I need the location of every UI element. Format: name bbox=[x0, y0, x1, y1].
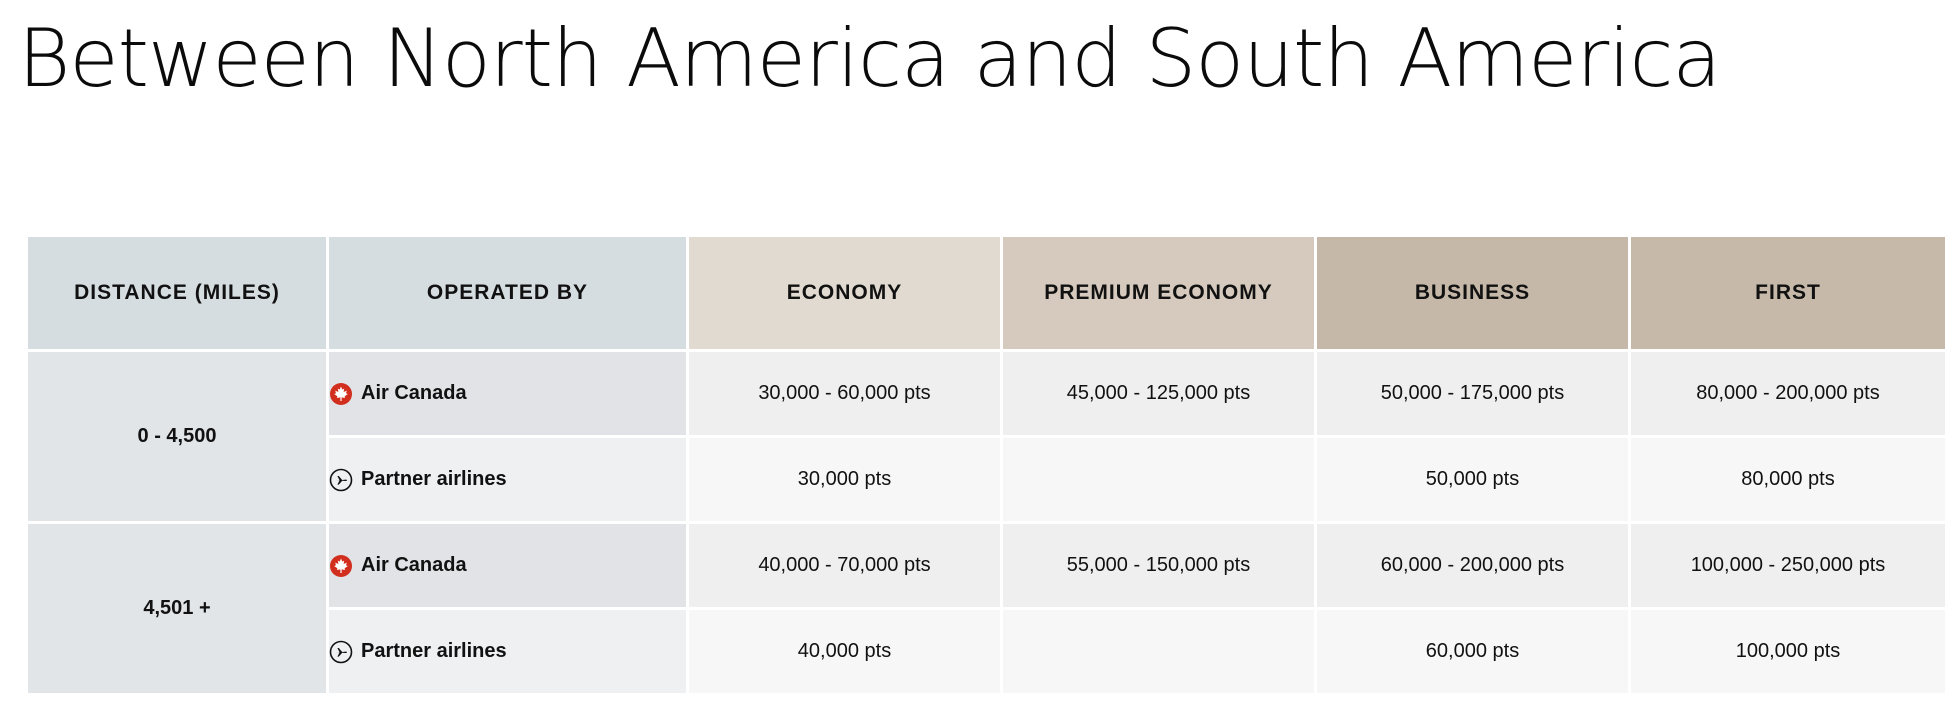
distance-cell: 4,501 + bbox=[28, 524, 326, 693]
first-cell: 100,000 - 250,000 pts bbox=[1631, 524, 1945, 607]
table-row: Partner airlines 40,000 pts 60,000 pts 1… bbox=[28, 610, 1945, 693]
airplane-icon bbox=[329, 640, 353, 664]
page-title: Between North America and South America bbox=[18, 12, 1721, 105]
operator-cell: Air Canada bbox=[329, 524, 686, 607]
table-row: Partner airlines 30,000 pts 50,000 pts 8… bbox=[28, 438, 1945, 521]
operator-cell: Air Canada bbox=[329, 352, 686, 435]
economy-cell: 30,000 - 60,000 pts bbox=[689, 352, 1000, 435]
economy-cell: 40,000 pts bbox=[689, 610, 1000, 693]
first-cell: 100,000 pts bbox=[1631, 610, 1945, 693]
economy-cell: 30,000 pts bbox=[689, 438, 1000, 521]
business-cell: 50,000 - 175,000 pts bbox=[1317, 352, 1628, 435]
operator-cell: Partner airlines bbox=[329, 610, 686, 693]
economy-cell: 40,000 - 70,000 pts bbox=[689, 524, 1000, 607]
first-cell: 80,000 pts bbox=[1631, 438, 1945, 521]
header-operated-by: OPERATED BY bbox=[329, 237, 686, 349]
header-business: BUSINESS bbox=[1317, 237, 1628, 349]
premium-economy-cell: 55,000 - 150,000 pts bbox=[1003, 524, 1314, 607]
operator-cell: Partner airlines bbox=[329, 438, 686, 521]
airplane-icon bbox=[329, 468, 353, 492]
award-chart-table: DISTANCE (MILES) OPERATED BY ECONOMY PRE… bbox=[25, 234, 1948, 696]
distance-cell: 0 - 4,500 bbox=[28, 352, 326, 521]
operator-label: Partner airlines bbox=[361, 640, 507, 662]
premium-economy-cell bbox=[1003, 610, 1314, 693]
premium-economy-cell: 45,000 - 125,000 pts bbox=[1003, 352, 1314, 435]
business-cell: 60,000 - 200,000 pts bbox=[1317, 524, 1628, 607]
business-cell: 60,000 pts bbox=[1317, 610, 1628, 693]
table-row: 4,501 + Air Canada 40,000 - 70,000 pts 5… bbox=[28, 524, 1945, 693]
maple-leaf-icon bbox=[329, 554, 353, 578]
first-cell: 80,000 - 200,000 pts bbox=[1631, 352, 1945, 435]
header-distance: DISTANCE (MILES) bbox=[28, 237, 326, 349]
operator-label: Partner airlines bbox=[361, 468, 507, 490]
table-row: 0 - 4,500 Air Canada 30,000 - 60,000 pts… bbox=[28, 352, 1945, 521]
header-premium-economy: PREMIUM ECONOMY bbox=[1003, 237, 1314, 349]
premium-economy-cell bbox=[1003, 438, 1314, 521]
header-economy: ECONOMY bbox=[689, 237, 1000, 349]
header-first: FIRST bbox=[1631, 237, 1945, 349]
operator-label: Air Canada bbox=[361, 554, 467, 576]
maple-leaf-icon bbox=[329, 382, 353, 406]
business-cell: 50,000 pts bbox=[1317, 438, 1628, 521]
operator-label: Air Canada bbox=[361, 382, 467, 404]
header-row: DISTANCE (MILES) OPERATED BY ECONOMY PRE… bbox=[28, 237, 1945, 349]
